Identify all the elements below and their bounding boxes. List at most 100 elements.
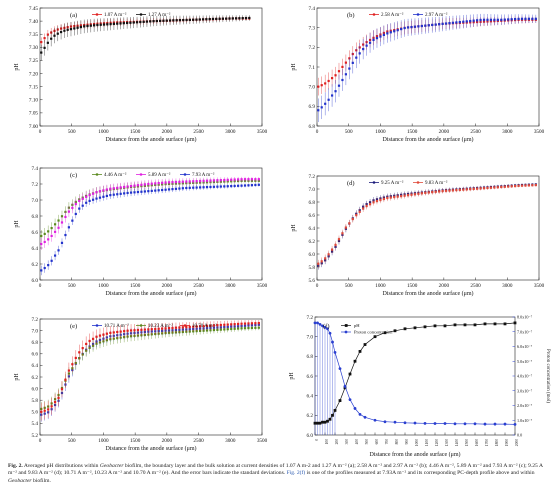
point-a-1-35 xyxy=(155,19,158,23)
point-b-1-55 xyxy=(507,18,510,21)
x-tick-label-a-4: 2000 xyxy=(162,129,173,135)
panel-label-e: (e) xyxy=(70,323,77,330)
point-f-1-18 xyxy=(403,421,407,425)
point-e-2-37 xyxy=(167,327,171,330)
panel-label-b: (b) xyxy=(347,12,355,19)
point-a-1-16 xyxy=(93,24,96,27)
point-f-0-8 xyxy=(333,409,337,412)
x-tick-label-d-1: 500 xyxy=(345,283,353,289)
y-tick-label-e-8: 6.8 xyxy=(32,340,39,346)
point-c-2-33 xyxy=(154,189,157,192)
point-a-1-47 xyxy=(195,18,198,21)
point-f-1-14 xyxy=(363,415,367,419)
x-tick-label-c-2: 1000 xyxy=(98,283,109,289)
point-f-0-24 xyxy=(463,323,467,327)
point-f-0-17 xyxy=(393,329,397,333)
point-c-1-61 xyxy=(250,178,254,181)
x-tick-label-e-0: 0 xyxy=(39,438,42,444)
x-tick-label-d-5: 2500 xyxy=(470,283,481,289)
point-d-1-10 xyxy=(351,217,354,221)
point-e-2-7 xyxy=(64,378,67,381)
point-d-1-34 xyxy=(434,190,437,193)
x-tick-label-b-2: 1000 xyxy=(375,129,386,135)
y-right-tick-label-f-0: 0.0 xyxy=(517,433,522,438)
point-b-1-0 xyxy=(317,109,320,112)
point-b-1-26 xyxy=(406,26,410,29)
x-tick-label-c-1: 500 xyxy=(68,283,76,289)
point-a-1-39 xyxy=(168,19,172,22)
point-c-2-27 xyxy=(133,191,136,194)
point-d-1-25 xyxy=(403,194,406,197)
point-b-1-11 xyxy=(355,56,358,59)
y-tick-label-d-3: 6.2 xyxy=(309,239,316,245)
point-c-1-41 xyxy=(181,180,184,183)
point-c-1-13 xyxy=(85,195,88,198)
point-c-2-34 xyxy=(157,189,160,192)
point-c-2-13 xyxy=(85,201,88,204)
point-a-1-5 xyxy=(56,32,59,35)
point-c-0-1 xyxy=(43,232,46,236)
point-b-0-3 xyxy=(327,79,330,83)
legend-text-b-1: 2.97 A m⁻² xyxy=(425,12,448,18)
y-axis-label-c: pH xyxy=(14,220,20,228)
point-f-0-4 xyxy=(323,420,327,424)
point-e-2-32 xyxy=(150,328,153,331)
point-a-1-43 xyxy=(182,18,185,22)
point-b-0-5 xyxy=(334,74,337,77)
point-c-0-5 xyxy=(57,219,60,222)
point-c-1-33 xyxy=(154,182,157,185)
point-e-2-44 xyxy=(192,325,195,328)
y-tick-label-e-0: 5.2 xyxy=(32,433,39,439)
point-e-1-46 xyxy=(199,329,202,332)
point-d-1-52 xyxy=(496,186,499,189)
point-d-1-18 xyxy=(379,198,382,202)
point-a-1-53 xyxy=(215,17,218,20)
point-c-1-44 xyxy=(192,180,195,183)
point-c-2-44 xyxy=(192,186,195,189)
series-c-0 xyxy=(40,178,260,242)
x-tick-label-d-0: 0 xyxy=(316,283,319,289)
point-c-2-19 xyxy=(105,194,108,198)
y-tick-label-a-9: 7.45 xyxy=(29,6,38,12)
point-d-1-43 xyxy=(465,188,468,191)
point-c-2-41 xyxy=(181,187,184,190)
point-a-1-28 xyxy=(132,21,135,24)
point-c-1-56 xyxy=(233,178,236,181)
y-tick-label-f-1: 6.2 xyxy=(307,413,314,419)
point-c-1-31 xyxy=(147,182,150,186)
point-f-0-15 xyxy=(373,335,377,339)
point-c-1-40 xyxy=(178,180,181,183)
x-tick-label-d-4: 2000 xyxy=(439,283,450,289)
legend-text-a-0: 1.07 A m⁻² xyxy=(104,12,127,18)
x-axis-label-c: Distance from the anode surface (μm) xyxy=(105,290,196,297)
point-b-1-19 xyxy=(382,33,385,37)
point-b-1-48 xyxy=(482,18,486,21)
point-c-2-20 xyxy=(109,194,112,197)
point-f-1-16 xyxy=(383,420,387,424)
point-c-1-39 xyxy=(174,180,178,184)
point-f-0-23 xyxy=(453,323,457,327)
point-e-1-51 xyxy=(216,328,219,331)
point-f-0-19 xyxy=(413,326,417,330)
point-a-1-57 xyxy=(228,17,231,20)
legend-marker-e-0 xyxy=(95,324,99,327)
point-f-0-16 xyxy=(383,331,387,335)
point-b-1-5 xyxy=(334,90,337,93)
point-f-0-18 xyxy=(403,327,407,331)
point-c-1-43 xyxy=(188,180,191,183)
y-right-tick-label-f-7: 7.0x10⁻⁷ xyxy=(517,329,533,334)
point-c-1-46 xyxy=(199,179,202,183)
point-b-1-53 xyxy=(500,18,503,21)
x-tick-label-c-5: 2500 xyxy=(193,283,204,289)
point-c-2-11 xyxy=(78,207,81,210)
point-b-1-45 xyxy=(472,19,475,22)
point-c-0-6 xyxy=(60,215,64,218)
y-right-tick-label-f-2: 2.0x10⁻⁷ xyxy=(517,403,533,408)
point-a-1-17 xyxy=(96,23,99,27)
point-d-1-13 xyxy=(362,207,365,210)
point-c-1-27 xyxy=(133,184,136,187)
point-e-2-10 xyxy=(74,356,77,360)
y-tick-label-e-5: 6.2 xyxy=(32,375,39,381)
caption-figure-link[interactable]: Fig. 2(f) xyxy=(286,470,306,477)
x-tick-label-e-6: 3000 xyxy=(225,438,236,444)
